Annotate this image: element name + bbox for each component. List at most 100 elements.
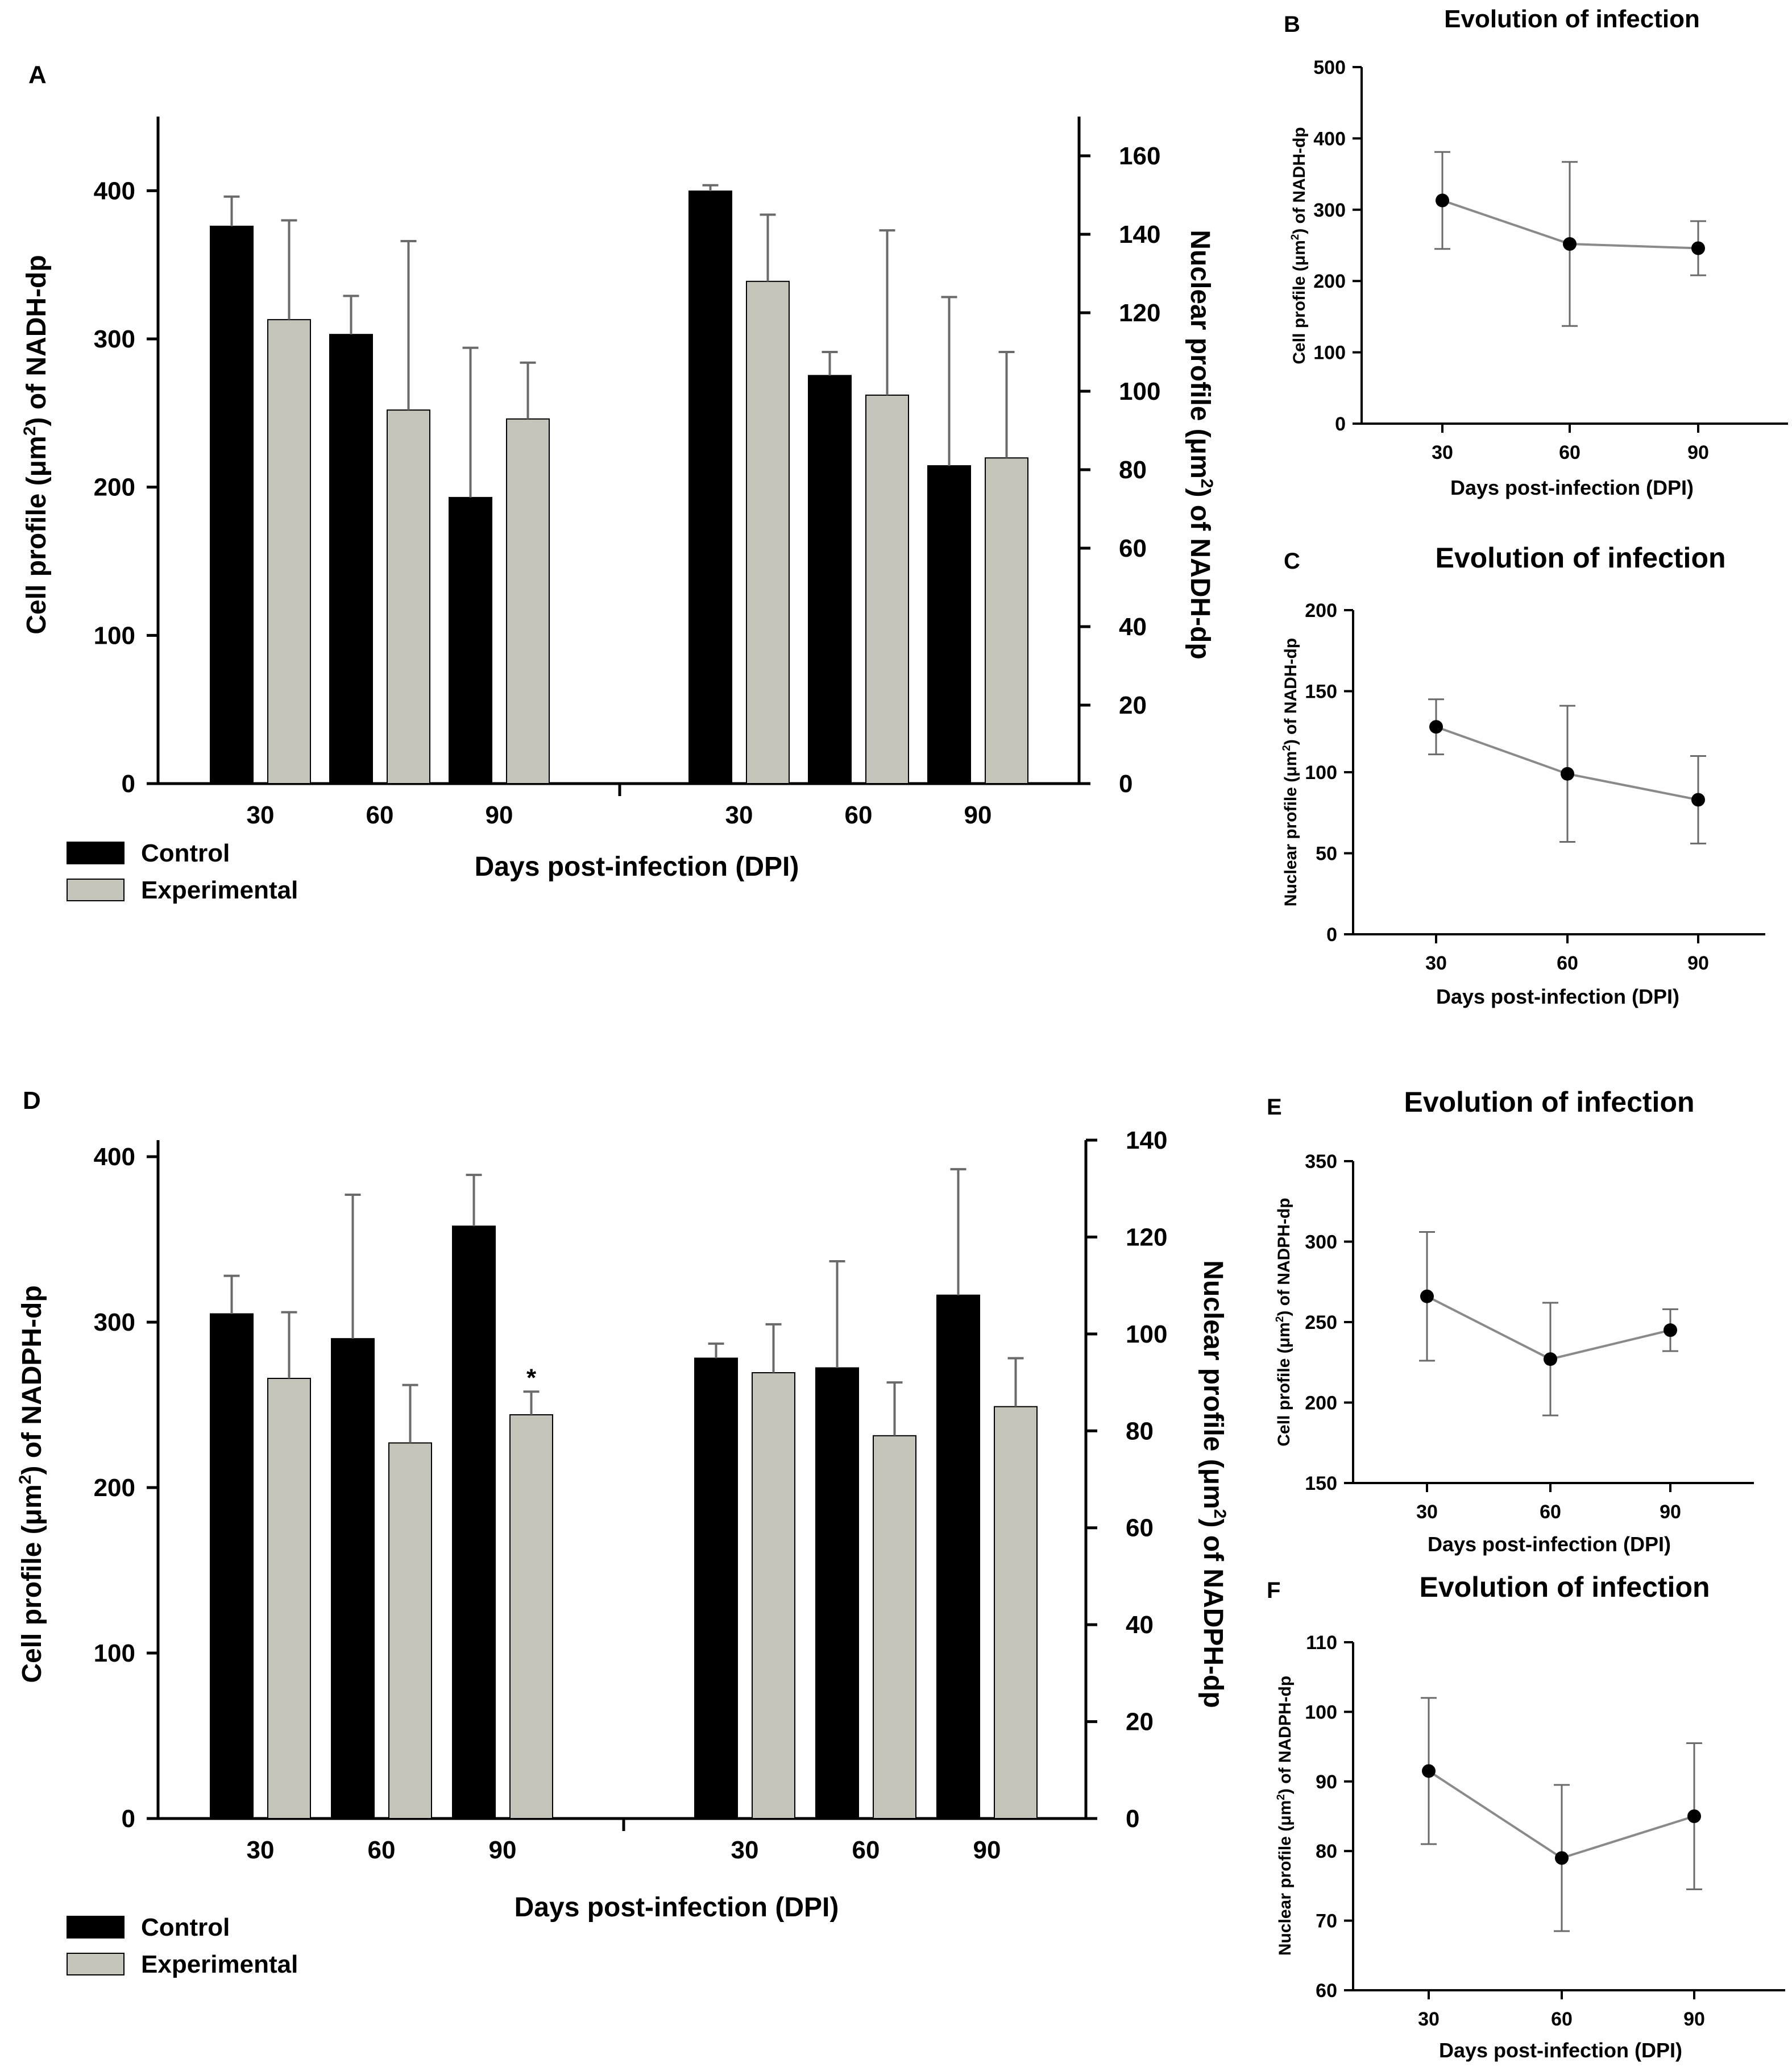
- panel-f-y-tick-label: 80: [1316, 1841, 1337, 1862]
- panel-e-y-tick-label: 300: [1305, 1232, 1337, 1253]
- panel-a-category-label-60: 60: [366, 801, 394, 829]
- panel-a-bar-cell-experimental-90: [506, 418, 550, 784]
- panel-a-right-tick-label: 160: [1119, 142, 1160, 170]
- panel-d-left-tick-label: 200: [94, 1474, 135, 1502]
- panel-d-bar-cell-control-30: [210, 1313, 254, 1819]
- panel-e-x-tick-label-30: 30: [1416, 1501, 1438, 1523]
- panel-b-y-tick-label: 300: [1313, 200, 1346, 221]
- panel-a-right-tick-label: 100: [1119, 378, 1160, 405]
- panel-c-x-tick-label-90: 90: [1687, 952, 1709, 974]
- panel-d-bar-nuclear-experimental-90: [994, 1406, 1038, 1819]
- panel-a-left-tick-label: 300: [94, 325, 135, 353]
- panel-f-data-point-90: [1687, 1809, 1701, 1823]
- panel-b-data-point-60: [1563, 237, 1577, 251]
- panel-b-x-tick-label-60: 60: [1559, 442, 1581, 463]
- panel-a-category-label-30: 30: [725, 801, 753, 829]
- panel-d-bar-nuclear-control-30: [694, 1357, 738, 1820]
- panel-c-y-tick-label: 0: [1326, 924, 1337, 946]
- panel-e-x-tick-label-60: 60: [1540, 1501, 1561, 1523]
- panel-b-title: Evolution of infection: [1444, 5, 1700, 33]
- panel-f-y-tick-label: 90: [1316, 1771, 1337, 1793]
- panel-d-category-label-60: 60: [368, 1836, 396, 1864]
- panel-b-y-axis-title: Cell profile (μm2) of NADH-dp: [1289, 127, 1309, 364]
- panel-a-bar-nuclear-experimental-90: [985, 457, 1028, 784]
- panel-d-right-tick-label: 100: [1126, 1320, 1167, 1348]
- panel-f-label: F: [1267, 1578, 1280, 1603]
- panel-f-y-tick-label: 60: [1316, 1980, 1337, 2002]
- panel-d-left-tick-label: 0: [122, 1805, 135, 1833]
- panel-d-left-tick-label: 100: [94, 1639, 135, 1667]
- panel-d-category-label-60: 60: [852, 1836, 880, 1864]
- panel-a-bar-cell-control-30: [210, 225, 254, 785]
- panel-d-left-tick-label: 400: [94, 1143, 135, 1171]
- panel-a-bar-cell-control-90: [449, 496, 492, 784]
- panel-f-y-tick-label: 110: [1306, 1632, 1337, 1654]
- panel-f-data-point-60: [1555, 1851, 1569, 1865]
- panel-e-data-point-30: [1420, 1289, 1434, 1303]
- panel-a-legend-swatch-control: [67, 842, 125, 864]
- panel-f-data-point-30: [1422, 1764, 1436, 1778]
- panel-d-right-tick-label: 140: [1126, 1126, 1167, 1154]
- panel-d-bar-nuclear-experimental-30: [752, 1372, 795, 1819]
- panel-c-title: Evolution of infection: [1435, 542, 1725, 574]
- panel-a-right-axis-title: Nuclear profile (μm2) of NADH-dp: [1185, 230, 1216, 659]
- panel-e-label: E: [1267, 1095, 1282, 1120]
- panel-f-x-tick-label-90: 90: [1683, 2008, 1705, 2030]
- panel-a-right-tick-label: 0: [1119, 770, 1133, 798]
- panel-d-category-label-90: 90: [973, 1836, 1001, 1864]
- panel-c-data-point-60: [1561, 767, 1574, 781]
- panel-a-label: A: [28, 61, 47, 89]
- panel-e-data-point-60: [1544, 1352, 1557, 1366]
- panel-a-left-tick-label: 400: [94, 177, 135, 205]
- panel-c-y-tick-label: 200: [1305, 600, 1337, 622]
- panel-e-y-tick-label: 250: [1305, 1312, 1337, 1333]
- panel-c-label: C: [1284, 549, 1300, 574]
- panel-a-left-tick-label: 0: [122, 770, 135, 798]
- panel-f-y-tick-label: 100: [1305, 1701, 1337, 1723]
- panel-b-x-tick-label-30: 30: [1432, 442, 1453, 463]
- panel-a-bar-nuclear-control-90: [927, 465, 971, 784]
- panel-e-y-tick-label: 200: [1305, 1393, 1337, 1414]
- panel-a-right-tick-label: 20: [1119, 691, 1147, 719]
- panel-a-right-tick-label: 140: [1119, 221, 1160, 248]
- panel-d-legend-label-experimental: Experimental: [141, 1950, 298, 1978]
- panel-d-legend-swatch-control: [67, 1916, 125, 1939]
- panel-f-y-axis-title: Nuclear profile (μm2) of NADPH-dp: [1275, 1676, 1295, 1956]
- panel-b-x-axis-title: Days post-infection (DPI): [1450, 476, 1694, 499]
- panel-d-label: D: [23, 1087, 41, 1115]
- panel-d-category-label-90: 90: [489, 1836, 517, 1864]
- panel-a-legend-label-control: Control: [141, 839, 230, 867]
- panel-d-bar-cell-control-60: [331, 1338, 375, 1819]
- panel-c-y-tick-label: 50: [1316, 843, 1337, 865]
- panel-a-left-tick-label: 100: [94, 622, 135, 649]
- panel-d-right-tick-label: 0: [1126, 1805, 1139, 1833]
- panel-d-bar-nuclear-control-90: [936, 1294, 980, 1820]
- panel-a-bar-nuclear-experimental-30: [746, 280, 790, 784]
- panel-e-y-axis-title: Cell profile (μm2) of NADPH-dp: [1274, 1198, 1293, 1446]
- panel-d-bar-cell-experimental-90: [509, 1414, 553, 1819]
- panel-f-x-axis-title: Days post-infection (DPI): [1439, 2039, 1682, 2062]
- panel-a-bar-cell-control-60: [329, 334, 373, 784]
- panel-e-x-tick-label-90: 90: [1660, 1501, 1681, 1523]
- panel-a-right-tick-label: 60: [1119, 535, 1147, 562]
- panel-a-left-axis-title: Cell profile (μm2) of NADH-dp: [20, 255, 52, 634]
- panel-c-x-tick-label-60: 60: [1557, 952, 1578, 974]
- panel-b-y-tick-label: 100: [1313, 342, 1346, 364]
- panel-d-category-label-30: 30: [731, 1836, 759, 1864]
- panel-a-bar-nuclear-control-60: [808, 375, 852, 784]
- panel-f-title: Evolution of infection: [1419, 1571, 1710, 1603]
- panel-b-y-tick-label: 200: [1313, 271, 1346, 292]
- panel-e-title: Evolution of infection: [1404, 1086, 1694, 1118]
- panel-d-significance-asterisk: *: [526, 1364, 537, 1391]
- panel-b-label: B: [1284, 12, 1300, 37]
- panel-e-x-axis-title: Days post-infection (DPI): [1428, 1532, 1671, 1556]
- panel-d-bar-cell-experimental-30: [267, 1378, 311, 1819]
- panel-a-bar-nuclear-experimental-60: [865, 394, 909, 784]
- panel-a-category-label-90: 90: [964, 801, 992, 829]
- panel-f-y-tick-label: 70: [1316, 1911, 1337, 1932]
- panel-a-right-tick-label: 80: [1119, 456, 1147, 484]
- panel-a-right-tick-label: 40: [1119, 613, 1147, 641]
- panel-d-legend-swatch-experimental: [67, 1953, 125, 1975]
- panel-b-y-tick-label: 400: [1313, 128, 1346, 150]
